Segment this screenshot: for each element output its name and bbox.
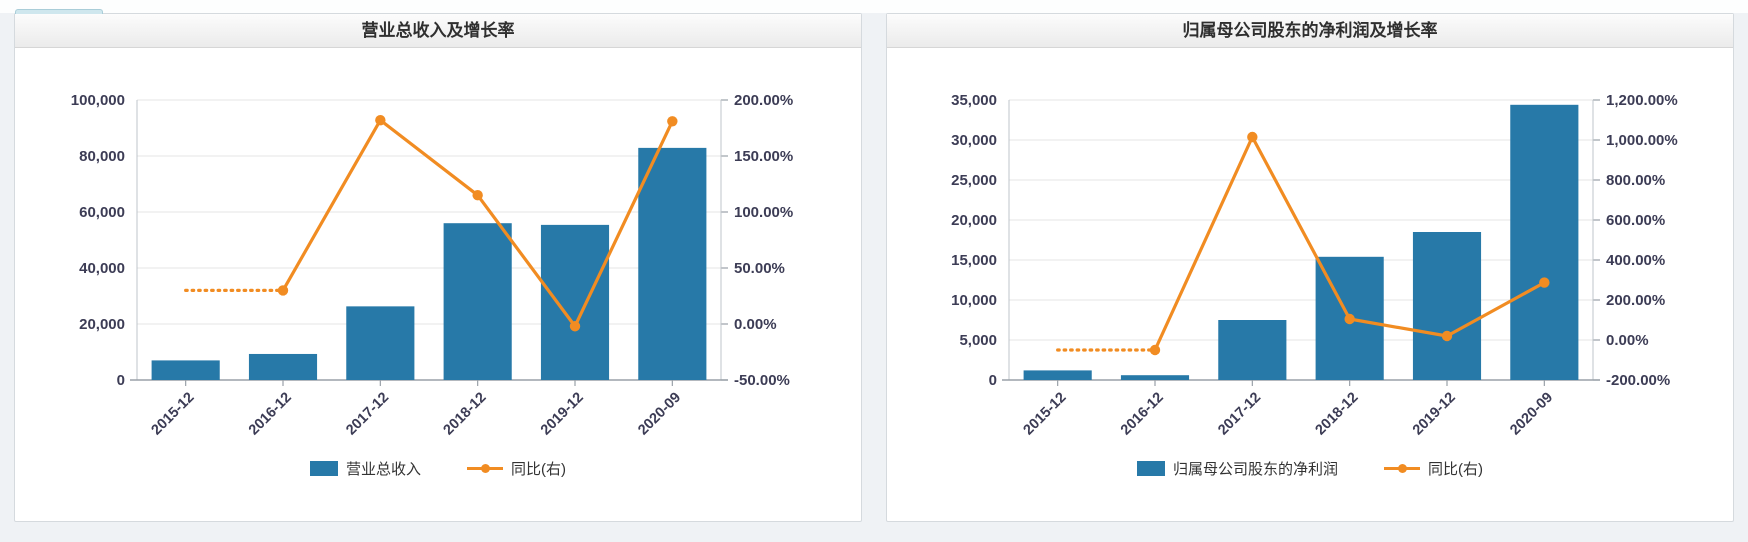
svg-text:2019-12: 2019-12 xyxy=(538,390,587,439)
net-profit-chart-title: 归属母公司股东的净利润及增长率 xyxy=(1182,21,1438,40)
svg-text:35,000: 35,000 xyxy=(951,92,997,109)
svg-text:2017-12: 2017-12 xyxy=(343,390,392,439)
revenue-panel-header: 营业总收入及增长率 xyxy=(15,14,861,48)
svg-text:2020-09: 2020-09 xyxy=(635,390,684,439)
svg-text:1,000.00%: 1,000.00% xyxy=(1606,132,1678,149)
top-whitespace xyxy=(0,0,1748,14)
svg-text:2019-12: 2019-12 xyxy=(1410,390,1459,439)
svg-text:2015-12: 2015-12 xyxy=(149,390,198,439)
revenue-panel-body: 0 20,000 40,000 60,000 80,000 100,000 -50.00% 0… xyxy=(15,48,861,479)
net-profit-chart-legend: 归属母公司股东的净利润 同比(右) xyxy=(887,458,1733,479)
svg-text:2016-12: 2016-12 xyxy=(1118,390,1167,439)
legend-item-yoy-line[interactable]: 同比(右) xyxy=(1384,458,1483,479)
svg-text:0: 0 xyxy=(117,372,125,389)
svg-text:100,000: 100,000 xyxy=(71,92,125,109)
net-profit-growth-chart: 0 5,000 10,000 15,000 20,000 25,000 30,000 35,0… xyxy=(951,92,1678,439)
svg-text:2020-09: 2020-09 xyxy=(1507,390,1556,439)
svg-text:2016-12: 2016-12 xyxy=(246,390,295,439)
svg-text:200.00%: 200.00% xyxy=(1606,292,1665,309)
bar-swatch-icon xyxy=(1136,461,1165,476)
legend-label: 同比(右) xyxy=(511,461,566,478)
svg-text:15,000: 15,000 xyxy=(951,252,997,269)
revenue-chart-panel: 营业总收入及增长率 0 20,000 40,000 60,000 80,000 100,0… xyxy=(14,13,862,522)
svg-text:2015-12: 2015-12 xyxy=(1021,390,1070,439)
revenue-chart-legend: 营业总收入 同比(右) xyxy=(15,458,861,479)
legend-label: 营业总收入 xyxy=(345,461,421,478)
bar-swatch-icon xyxy=(309,461,338,476)
svg-text:20,000: 20,000 xyxy=(79,316,125,333)
svg-text:-50.00%: -50.00% xyxy=(734,372,790,389)
svg-text:800.00%: 800.00% xyxy=(1606,172,1665,189)
svg-text:1,200.00%: 1,200.00% xyxy=(1606,92,1678,109)
legend-item-net-profit-bar[interactable]: 归属母公司股东的净利润 xyxy=(1136,458,1338,479)
svg-text:5,000: 5,000 xyxy=(959,332,997,349)
svg-text:400.00%: 400.00% xyxy=(1606,252,1665,269)
svg-text:40,000: 40,000 xyxy=(79,260,125,277)
svg-text:2018-12: 2018-12 xyxy=(1313,390,1362,439)
net-profit-panel-body: 0 5,000 10,000 15,000 20,000 25,000 30,000 35,0… xyxy=(887,48,1733,479)
svg-text:200.00%: 200.00% xyxy=(734,92,793,109)
line-swatch-icon xyxy=(467,464,503,473)
svg-text:30,000: 30,000 xyxy=(951,132,997,149)
revenue-growth-chart: 0 20,000 40,000 60,000 80,000 100,000 -50.00% 0… xyxy=(71,92,793,439)
svg-text:600.00%: 600.00% xyxy=(1606,212,1665,229)
legend-label: 同比(右) xyxy=(1428,461,1483,478)
svg-text:25,000: 25,000 xyxy=(951,172,997,189)
legend-label: 归属母公司股东的净利润 xyxy=(1172,461,1338,478)
svg-text:-200.00%: -200.00% xyxy=(1606,372,1670,389)
svg-text:80,000: 80,000 xyxy=(79,148,125,165)
chart-panels: 营业总收入及增长率 0 20,000 40,000 60,000 80,000 100,0… xyxy=(0,13,1748,522)
svg-text:0.00%: 0.00% xyxy=(1606,332,1649,349)
net-profit-chart-panel: 归属母公司股东的净利润及增长率 0 5,000 10,000 15,000 20,000… xyxy=(886,13,1734,522)
svg-text:10,000: 10,000 xyxy=(951,292,997,309)
svg-text:150.00%: 150.00% xyxy=(734,148,793,165)
revenue-chart-title: 营业总收入及增长率 xyxy=(361,21,515,40)
svg-text:0: 0 xyxy=(989,372,997,389)
cropped-tab-fragment[interactable] xyxy=(15,9,103,14)
svg-text:2017-12: 2017-12 xyxy=(1215,390,1264,439)
svg-text:0.00%: 0.00% xyxy=(734,316,777,333)
svg-text:60,000: 60,000 xyxy=(79,204,125,221)
line-swatch-icon xyxy=(1384,464,1420,473)
legend-item-yoy-line[interactable]: 同比(右) xyxy=(467,458,566,479)
svg-text:100.00%: 100.00% xyxy=(734,204,793,221)
legend-item-revenue-bar[interactable]: 营业总收入 xyxy=(309,458,421,479)
svg-text:20,000: 20,000 xyxy=(951,212,997,229)
svg-text:50.00%: 50.00% xyxy=(734,260,785,277)
svg-text:2018-12: 2018-12 xyxy=(441,390,490,439)
net-profit-panel-header: 归属母公司股东的净利润及增长率 xyxy=(887,14,1733,48)
